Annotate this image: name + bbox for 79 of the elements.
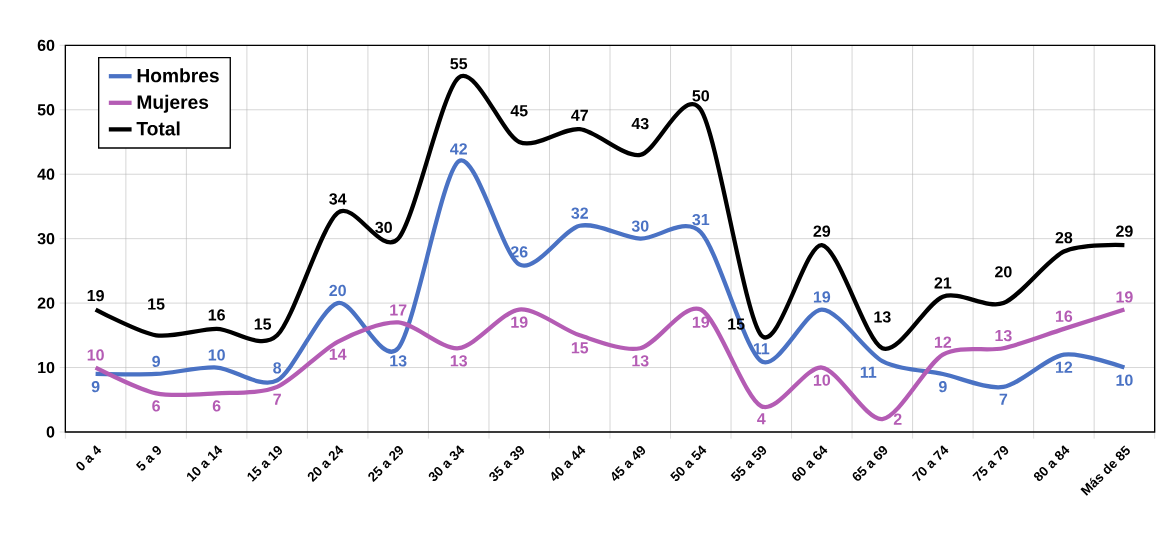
x-tick-label: 35 a 39	[489, 446, 525, 482]
x-tick-label: 25 a 29	[368, 446, 404, 483]
data-label: 2	[893, 413, 902, 425]
data-label: 19	[813, 291, 831, 303]
data-label: 29	[813, 225, 831, 237]
data-label: 45	[510, 105, 528, 117]
x-tick-label: 75 a 79	[972, 446, 1009, 482]
x-tick-label: 20 a 24	[307, 445, 344, 483]
x-tick-label: 10 a 14	[186, 445, 223, 482]
x-tick-label: 70 a 74	[911, 445, 949, 482]
data-label: 55	[450, 58, 468, 70]
x-tick-label: 15 a 19	[247, 446, 283, 482]
data-label: 15	[148, 298, 165, 310]
x-tick-label: Más de 85	[1080, 445, 1130, 496]
x-tick-label: 65 a 69	[852, 446, 888, 481]
data-label: 12	[1055, 361, 1073, 373]
data-label: 7	[273, 393, 281, 405]
data-label: 19	[87, 289, 104, 302]
data-label: 13	[874, 311, 891, 323]
data-label: 13	[390, 355, 407, 367]
data-label: 12	[934, 336, 952, 348]
data-label: 9	[91, 380, 100, 393]
data-label: 16	[208, 309, 225, 321]
data-label: 6	[152, 400, 160, 412]
data-label: 47	[571, 109, 588, 121]
data-label: 32	[571, 207, 588, 219]
legend-label: Mujeres	[137, 94, 209, 113]
data-label: 8	[273, 362, 282, 374]
data-label: 10	[208, 349, 225, 361]
data-label: 43	[631, 117, 649, 130]
data-label: 34	[329, 193, 347, 205]
data-label: 13	[632, 355, 649, 367]
data-label: 19	[511, 316, 528, 328]
legend-label: Hombres	[137, 68, 219, 83]
x-tick-label: 55 a 59	[730, 446, 767, 482]
data-label: 6	[212, 400, 221, 412]
data-label: 16	[1055, 310, 1073, 322]
data-label: 7	[999, 393, 1008, 405]
x-tick-label: 50 a 54	[670, 445, 707, 482]
data-label: 9	[152, 355, 160, 368]
data-label: 10	[1116, 374, 1133, 386]
x-tick-label: 45 a 49	[611, 446, 646, 481]
data-label: 13	[450, 355, 468, 367]
data-label: 14	[329, 348, 347, 360]
y-tick-label: 0	[46, 426, 55, 438]
x-tick-label: 0 a 4	[76, 445, 102, 471]
data-label: 21	[934, 277, 952, 289]
y-tick-label: 60	[37, 39, 55, 51]
data-label: 29	[1116, 225, 1133, 237]
legend-label: Total	[136, 121, 180, 136]
x-tick-label: 30 a 34	[428, 445, 465, 482]
data-label: 31	[692, 213, 710, 226]
y-tick-label: 20	[37, 297, 55, 309]
data-label: 15	[254, 318, 272, 330]
data-label: 30	[375, 221, 392, 234]
data-label: 19	[1116, 291, 1133, 303]
data-label: 20	[329, 284, 346, 297]
data-label: 30	[631, 220, 649, 232]
x-tick-label: 80 a 84	[1033, 445, 1070, 482]
y-tick-label: 30	[37, 232, 55, 245]
x-tick-label: 60 a 64	[792, 445, 828, 481]
y-tick-label: 10	[38, 361, 55, 374]
data-label: 42	[450, 143, 467, 155]
data-label: 9	[938, 380, 947, 393]
data-label: 19	[692, 316, 710, 328]
y-tick-label: 50	[37, 104, 55, 116]
data-label: 17	[390, 304, 407, 316]
data-label: 15	[571, 342, 589, 354]
data-label: 50	[692, 90, 710, 102]
data-label: 28	[1055, 231, 1073, 244]
data-label: 13	[995, 329, 1012, 342]
data-label: 4	[757, 413, 766, 425]
data-label: 20	[995, 266, 1012, 278]
x-tick-label: 40 a 44	[551, 445, 586, 481]
y-tick-label: 40	[37, 168, 55, 180]
x-tick-label: 5 a 9	[135, 446, 161, 471]
data-label: 10	[813, 374, 831, 386]
data-label: 10	[87, 349, 104, 361]
data-label: 11	[860, 366, 877, 378]
